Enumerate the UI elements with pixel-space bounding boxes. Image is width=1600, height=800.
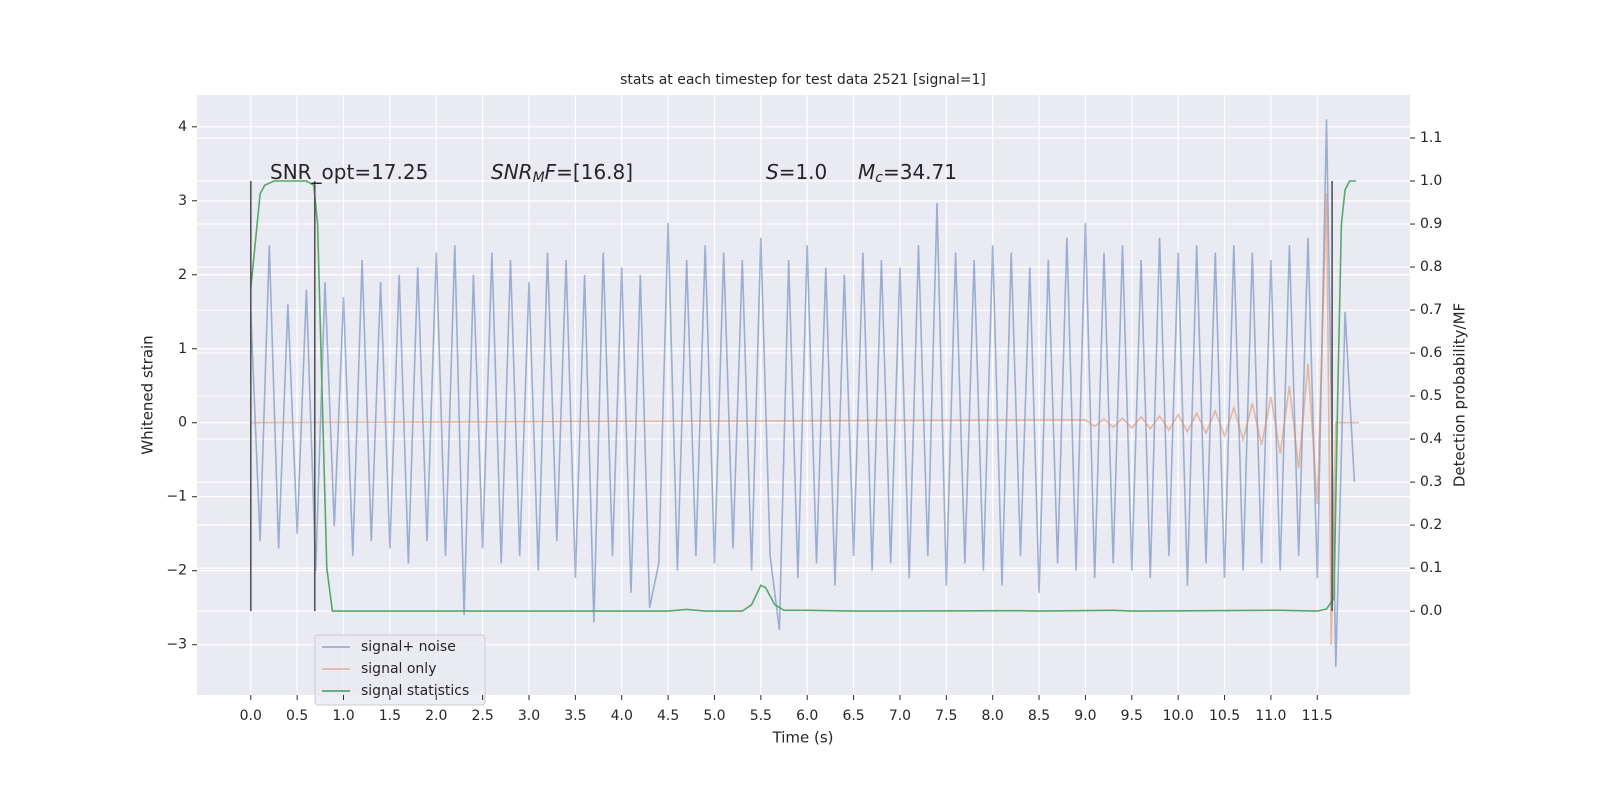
legend-label: signal statistics [361,683,469,699]
x-tick-label: 8.5 [1028,708,1050,724]
y-tick-label: −1 [166,489,187,505]
annotation-part: c [875,170,883,186]
x-tick-label: 7.0 [889,708,911,724]
y2-tick-label: 0.6 [1420,345,1442,361]
x-tick-label: 3.0 [518,708,540,724]
x-tick-label: 5.0 [703,708,725,724]
annotation-part: M [533,170,545,186]
y-tick-label: −3 [166,637,187,653]
y2-tick-label: 0.3 [1420,474,1442,490]
x-tick-label: 6.5 [842,708,864,724]
x-tick-label: 10.5 [1209,708,1240,724]
y2-axis-label: Detection probability/MF [1451,303,1469,487]
y2-tick-label: 0.0 [1420,603,1442,619]
x-tick-label: 7.5 [935,708,957,724]
annotation-part: SNR [491,160,533,184]
x-tick-label: 9.5 [1121,708,1143,724]
y2-tick-label: 0.1 [1420,560,1442,576]
y2-tick-label: 0.2 [1420,517,1442,533]
annotations: SNR_opt=17.25 SNRMF=[16.8] S=1.0 Mc=34.71 [270,160,957,187]
x-axis-label: Time (s) [772,729,834,747]
series-line [250,193,1359,645]
x-tick-label: 9.0 [1074,708,1096,724]
y2-tick-label: 0.8 [1420,259,1442,275]
x-tick-label: 1.5 [379,708,401,724]
marks [249,119,1359,667]
x-tick-label: 11.0 [1255,708,1286,724]
y-axis-label: Whitened strain [139,335,157,454]
x-tick-label: 6.0 [796,708,818,724]
annotation-part: F [545,160,557,184]
y2-tick-label: 1.0 [1420,173,1442,189]
annotation-part: =1.0 [779,160,828,184]
y-tick-label: 3 [178,193,187,209]
x-tick-label: 2.5 [471,708,493,724]
y-tick-label: 1 [178,341,187,357]
y2-tick-label: 1.1 [1420,130,1442,146]
y-tick-label: 4 [178,119,187,135]
y-tick-label: 2 [178,267,187,283]
x-tick-label: 0.5 [286,708,308,724]
legend-label: signal+ noise [361,639,456,655]
x-tick-label: 11.5 [1302,708,1333,724]
legend-label: signal only [361,661,436,677]
annotation-part: =34.71 [883,160,957,184]
annotation-part: SNR_opt=17.25 [270,160,428,184]
annotation: S=1.0 [766,160,827,184]
y2-tick-label: 0.5 [1420,388,1442,404]
series-line [250,119,1356,667]
x-tick-label: 3.5 [564,708,586,724]
x-tick-label: 2.0 [425,708,447,724]
annotation: Mc=34.71 [858,160,957,187]
y-tick-label: −2 [166,563,187,579]
y-tick-label: 0 [178,415,187,431]
x-tick-label: 10.0 [1163,708,1194,724]
x-tick-label: 1.0 [332,708,354,724]
annotation-part: M [858,160,875,184]
y2-tick-label: 0.9 [1420,216,1442,232]
annotation-part: =[16.8] [556,160,633,184]
legend: signal+ noise signal only signal statistic… [314,634,486,706]
y2-tick-label: 0.7 [1420,302,1442,318]
annotation-part: S [766,160,779,184]
series-line [250,180,1357,612]
legend-box [314,634,486,706]
x-tick-label: 4.5 [657,708,679,724]
annotation: SNR_opt=17.25 [270,160,428,184]
annotation: SNRMF=[16.8] [491,160,633,187]
x-tick-label: 0.0 [240,708,262,724]
x-tick-label: 4.0 [611,708,633,724]
x-tick-label: 8.0 [982,708,1004,724]
y2-tick-label: 0.4 [1420,431,1442,447]
chart-title: stats at each timestep for test data 252… [620,72,986,88]
x-tick-label: 5.5 [750,708,772,724]
